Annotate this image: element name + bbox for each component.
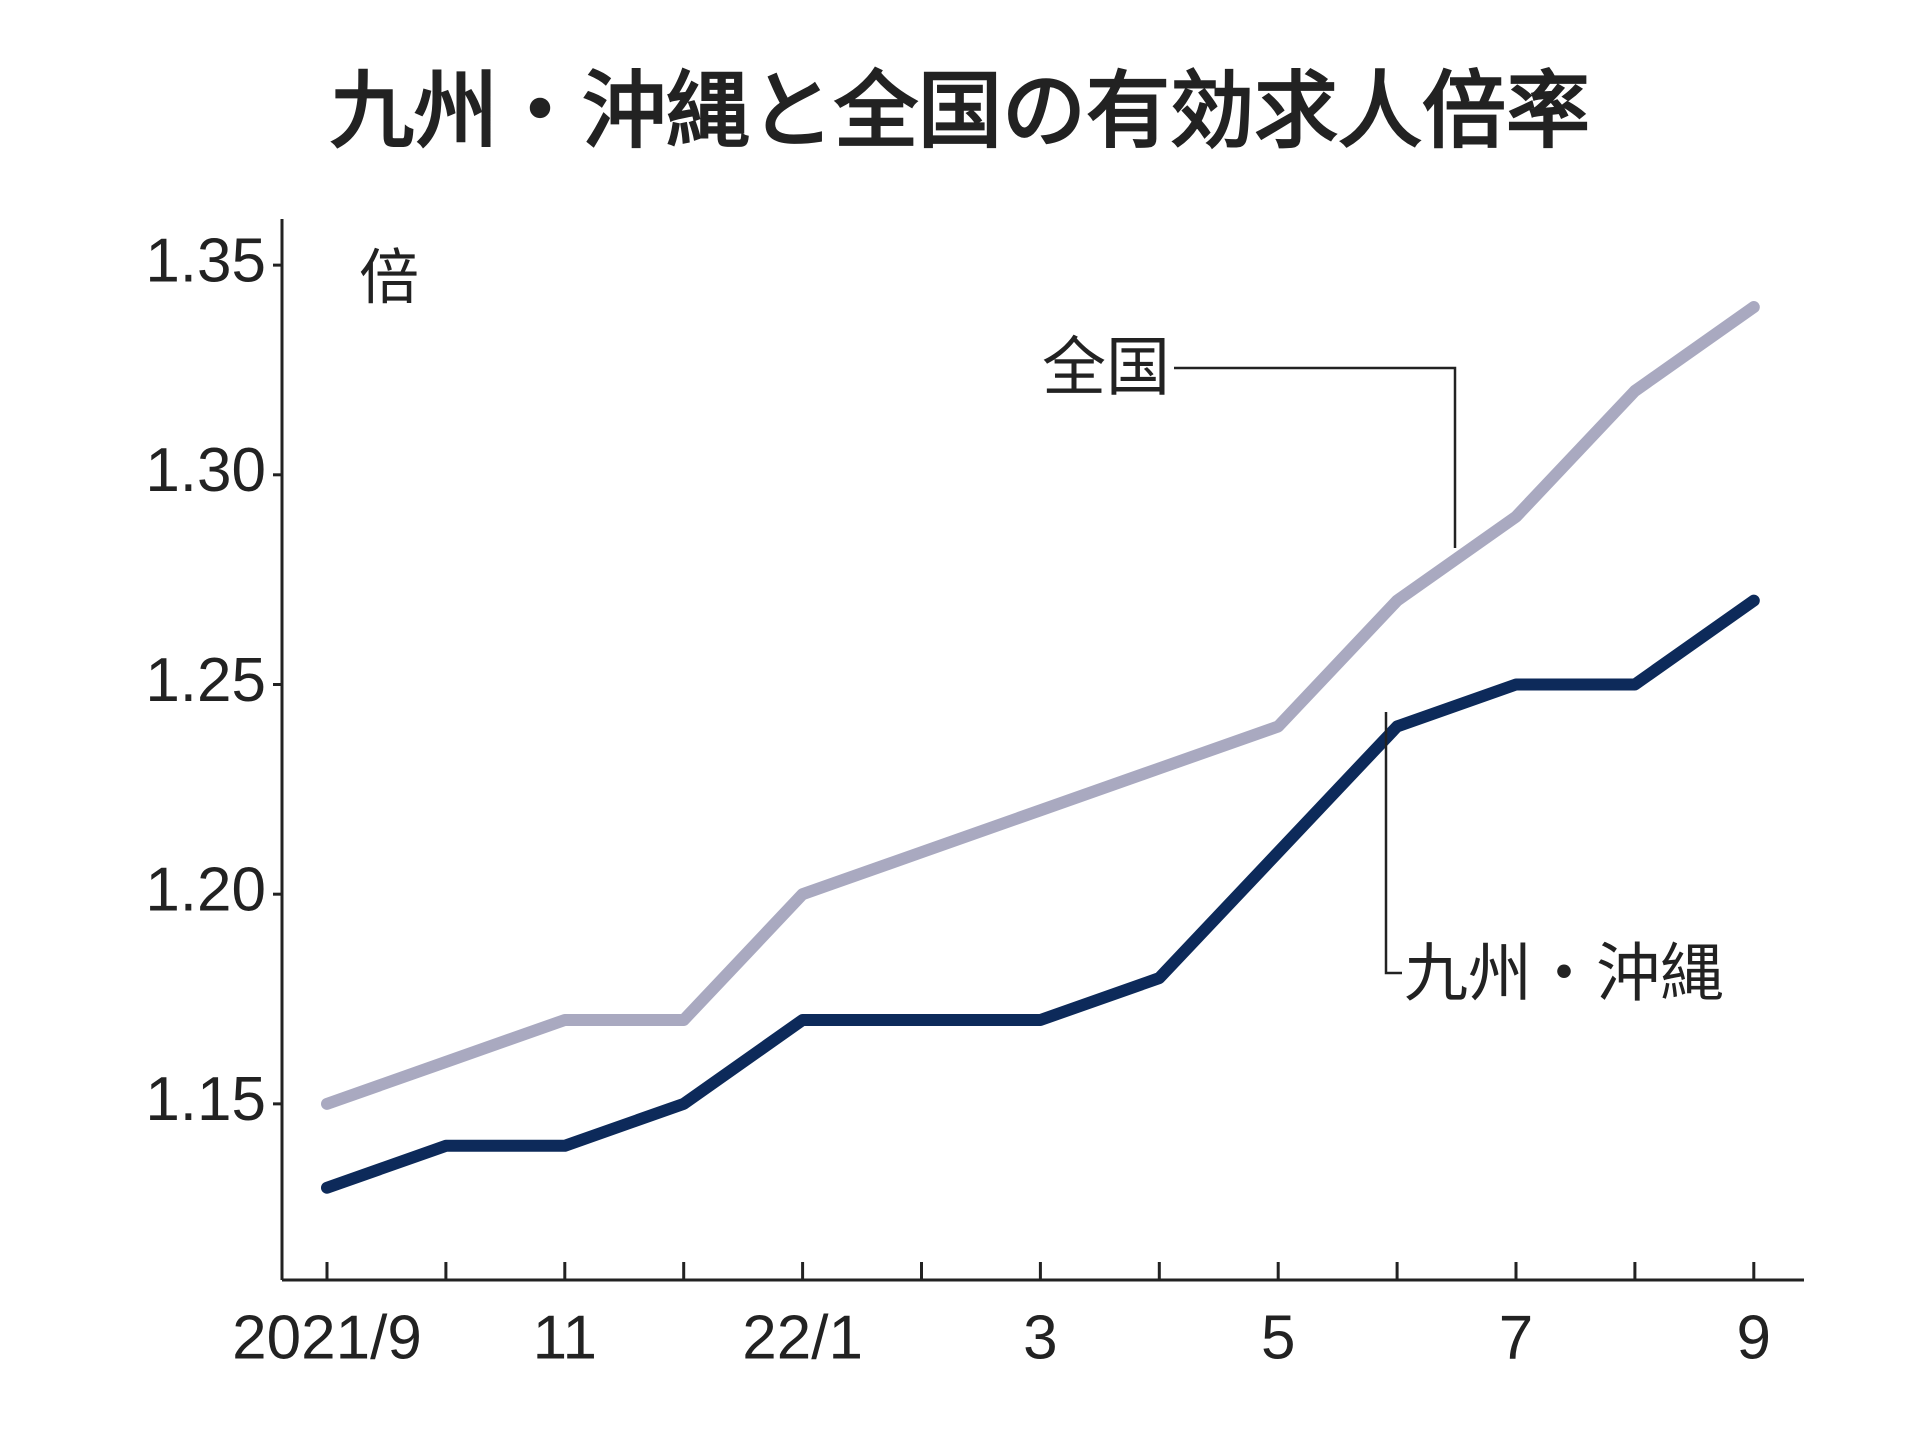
y-unit: 倍 bbox=[359, 244, 419, 314]
x-tick-label: 2021/9 bbox=[232, 1303, 422, 1372]
series-line bbox=[321, 594, 1760, 1194]
leader-line bbox=[1384, 712, 1402, 975]
y-tick-label: 1.15 bbox=[145, 1065, 266, 1134]
y-tick-label: 1.30 bbox=[145, 436, 266, 505]
leader-line bbox=[1174, 366, 1457, 548]
series-label: 九州・沖縄 bbox=[1404, 938, 1724, 1012]
y-tick-label: 1.20 bbox=[145, 856, 266, 925]
x-tick-label: 5 bbox=[1261, 1303, 1295, 1372]
x-tick-label: 9 bbox=[1737, 1303, 1771, 1372]
x-tick-label: 22/1 bbox=[742, 1303, 863, 1372]
x-tick-label: 7 bbox=[1499, 1303, 1533, 1372]
chart-title: 九州・沖縄と全国の有効求人倍率 bbox=[330, 62, 1590, 160]
y-tick-label: 1.25 bbox=[145, 646, 266, 715]
x-tick-label: 11 bbox=[533, 1303, 597, 1372]
series-line bbox=[321, 301, 1760, 1110]
series-label: 全国 bbox=[1042, 332, 1170, 406]
y-tick-label: 1.35 bbox=[145, 227, 266, 296]
x-tick-label: 3 bbox=[1023, 1303, 1057, 1372]
